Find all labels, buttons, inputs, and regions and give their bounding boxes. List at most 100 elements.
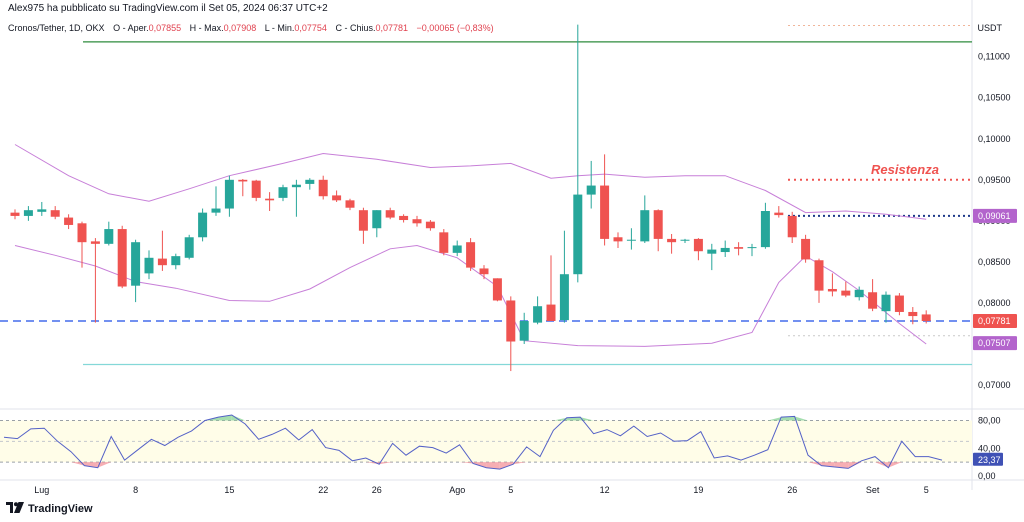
candle-up [23, 206, 33, 221]
legend-low-label: L - Min. [264, 23, 295, 33]
price-tick-label: 0,11000 [978, 52, 1010, 62]
time-tick-label: 8 [133, 485, 138, 495]
candle-body [533, 306, 543, 323]
price-tick-label: 0,08000 [978, 298, 1011, 308]
price-badge-label: 0,07781 [978, 316, 1011, 326]
candle-body [760, 211, 770, 248]
candle-body [506, 300, 516, 342]
candle-down [479, 265, 489, 280]
candle-down [412, 215, 422, 227]
candle-body [827, 288, 837, 292]
price-badge-box [973, 313, 1017, 328]
candle-up [559, 230, 569, 323]
candle-body [77, 223, 87, 243]
candle-down [358, 207, 368, 244]
candle-up [626, 228, 636, 250]
footer-branding: TradingView [6, 502, 93, 516]
publisher-caption: Alex975 ha pubblicato su TradingView.com… [8, 3, 328, 14]
candle-down [908, 307, 918, 325]
candle-body [586, 185, 596, 195]
candle-down [117, 225, 127, 289]
legend-high-value: 0,07908 [223, 23, 257, 33]
rsi-tick-label: 0,00 [978, 471, 996, 481]
candle-body [747, 247, 757, 249]
rsi-oversold-fill [97, 462, 112, 468]
candle-down [774, 206, 784, 218]
rsi-oversold-fill [499, 462, 514, 470]
bollinger-upper-band [14, 144, 927, 220]
candle-body [345, 200, 355, 208]
rsi-oversold-fill [84, 462, 98, 468]
ohlc-legend: Cronos/Tether, 1D, OKX O - Aper.0,07855 … [8, 23, 494, 33]
candle-body [184, 237, 194, 258]
candle-up [224, 175, 234, 217]
candle-up [586, 160, 596, 209]
currency-label: USDT [977, 23, 1003, 33]
candle-up [184, 234, 194, 260]
candle-body [881, 294, 891, 312]
price-tick-label: 0,07000 [978, 380, 1011, 390]
candle-down [345, 198, 355, 211]
candle-down [734, 242, 744, 256]
candle-down [868, 279, 878, 312]
candle-body [720, 247, 730, 253]
candle-down [10, 209, 20, 220]
candle-body [894, 295, 904, 312]
candle-body [144, 257, 154, 274]
candle-down [64, 214, 74, 230]
candle-body [238, 179, 248, 182]
candle-up [278, 184, 288, 202]
rsi-tick-label: 80,00 [978, 416, 1001, 426]
candle-body [372, 210, 382, 229]
candle-up [37, 201, 47, 216]
time-tick-label: 15 [224, 485, 234, 495]
rsi-value-badge-label: 23,37 [978, 455, 1001, 465]
candle-down [492, 278, 502, 302]
rsi-oversold-fill [486, 462, 500, 470]
candle-body [265, 198, 275, 201]
rsi-line [3, 414, 943, 470]
candle-up [305, 178, 315, 190]
time-tick-label: 19 [693, 485, 703, 495]
rsi-oversold-fill [459, 462, 473, 464]
candle-body [305, 179, 315, 184]
candle-up [372, 210, 382, 238]
rsi-oversold-fill [834, 462, 849, 469]
candle-down [332, 190, 342, 202]
rsi-overbought-fill [580, 417, 594, 421]
candle-body [626, 239, 636, 241]
time-tick-label: 12 [600, 485, 610, 495]
candle-down [827, 273, 837, 297]
candle-body [452, 245, 462, 253]
candle-body [291, 184, 301, 188]
candle-up [104, 221, 114, 246]
candle-up [760, 202, 770, 249]
candle-up [854, 286, 864, 301]
candle-body [131, 242, 141, 286]
candle-down [385, 207, 395, 220]
candle-down [318, 175, 328, 200]
candle-body [680, 239, 690, 241]
footer-logo-text: TradingView [28, 503, 93, 515]
price-tick-label: 0,08500 [978, 257, 1011, 267]
candle-down [894, 293, 904, 316]
candle-up [211, 186, 221, 216]
candle-up [291, 179, 301, 217]
price-badge-box [973, 336, 1017, 351]
candle-body [667, 238, 677, 243]
time-tick-label: 5 [924, 485, 929, 495]
candle-down [600, 154, 610, 246]
candle-down [801, 234, 811, 263]
candle-down [251, 179, 261, 202]
time-tick-label: 26 [787, 485, 797, 495]
candle-body [399, 215, 409, 221]
legend-open-value: 0,07855 [148, 23, 182, 33]
candle-body [37, 209, 47, 212]
candle-body [90, 241, 100, 244]
resistance-label: Resistenza [871, 162, 939, 177]
candle-body [251, 180, 261, 198]
price-badge-label: 0,09061 [978, 211, 1011, 221]
legend-open-label: O - Aper. [113, 23, 149, 33]
candle-down [399, 214, 409, 223]
